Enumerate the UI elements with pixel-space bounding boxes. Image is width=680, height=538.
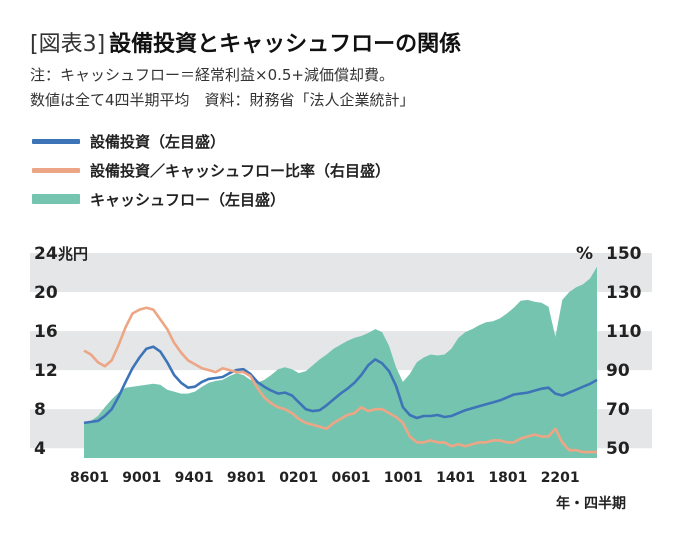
left-tick-label: 16 bbox=[34, 322, 58, 342]
left-tick-label: 12 bbox=[34, 361, 58, 381]
x-tick-label: 0201 bbox=[279, 470, 318, 486]
legend-item-ratio: 設備投資／キャッシュフロー比率（右目盛） bbox=[32, 157, 390, 183]
x-tick-label: 1001 bbox=[384, 470, 423, 486]
legend-label-capex: 設備投資（左目盛） bbox=[90, 132, 226, 151]
x-tick-label: 9001 bbox=[122, 470, 161, 486]
note-formula: 注：キャッシュフロー＝経常利益×0.5+減価償却費。 bbox=[30, 66, 394, 84]
legend-label-ratio: 設備投資／キャッシュフロー比率（右目盛） bbox=[90, 161, 391, 180]
left-tick-label: 20 bbox=[34, 283, 58, 303]
note-source: 数値は全て4四半期平均 資料：財務省「法人企業統計」 bbox=[30, 91, 415, 109]
x-tick-label: 9801 bbox=[227, 470, 266, 486]
left-tick-label: 8 bbox=[34, 400, 46, 420]
right-tick-label: 50 bbox=[606, 439, 630, 459]
left-tick-label: 24 bbox=[34, 244, 58, 264]
right-tick-label: 110 bbox=[606, 322, 642, 342]
chart-legend: 設備投資（左目盛） 設備投資／キャッシュフロー比率（右目盛） キャッシュフロー（左目… bbox=[32, 128, 390, 215]
x-axis-ticks: 8601 9001 9401 9801 0201 0601 1001 1401 1801 2201 bbox=[70, 470, 580, 486]
series-line-ratio bbox=[83, 306, 597, 454]
right-tick-label: 150 bbox=[606, 244, 642, 264]
right-tick-label: 130 bbox=[606, 283, 642, 303]
left-axis-unit: 兆円 bbox=[58, 245, 88, 263]
title-row: [図表3] 設備投資とキャッシュフローの関係 bbox=[30, 26, 650, 58]
grid-band bbox=[30, 253, 652, 293]
legend-swatch-capex bbox=[32, 138, 80, 144]
figure-tag: [図表3] bbox=[30, 32, 106, 57]
x-tick-label: 1401 bbox=[436, 470, 475, 486]
left-axis-ticks: 24 20 16 12 8 4 bbox=[34, 244, 58, 459]
legend-swatch-cashflow bbox=[32, 194, 80, 204]
legend-label-cashflow: キャッシュフロー（左目盛） bbox=[90, 190, 286, 209]
legend-item-cashflow: キャッシュフロー（左目盛） bbox=[32, 186, 390, 212]
left-tick-label: 4 bbox=[34, 439, 46, 459]
legend-item-capex: 設備投資（左目盛） bbox=[32, 128, 390, 154]
right-tick-label: 90 bbox=[606, 361, 630, 381]
right-axis-unit: % bbox=[576, 244, 593, 264]
series-line-capex bbox=[83, 345, 598, 425]
x-tick-label: 8601 bbox=[70, 470, 109, 486]
x-tick-label: 0601 bbox=[332, 470, 371, 486]
chart-header: [図表3] 設備投資とキャッシュフローの関係 注：キャッシュフロー＝経常利益×0… bbox=[30, 26, 650, 110]
x-tick-label: 1801 bbox=[488, 470, 527, 486]
x-tick-label: 9401 bbox=[175, 470, 214, 486]
right-tick-label: 70 bbox=[606, 400, 630, 420]
legend-swatch-ratio bbox=[32, 167, 80, 173]
chart-title: 設備投資とキャッシュフローの関係 bbox=[109, 32, 462, 57]
right-axis-ticks: 150 130 110 90 70 50 bbox=[606, 244, 642, 459]
line-layer bbox=[83, 306, 598, 454]
x-tick-label: 2201 bbox=[541, 470, 580, 486]
x-axis-unit: 年・四半期 bbox=[556, 495, 626, 512]
